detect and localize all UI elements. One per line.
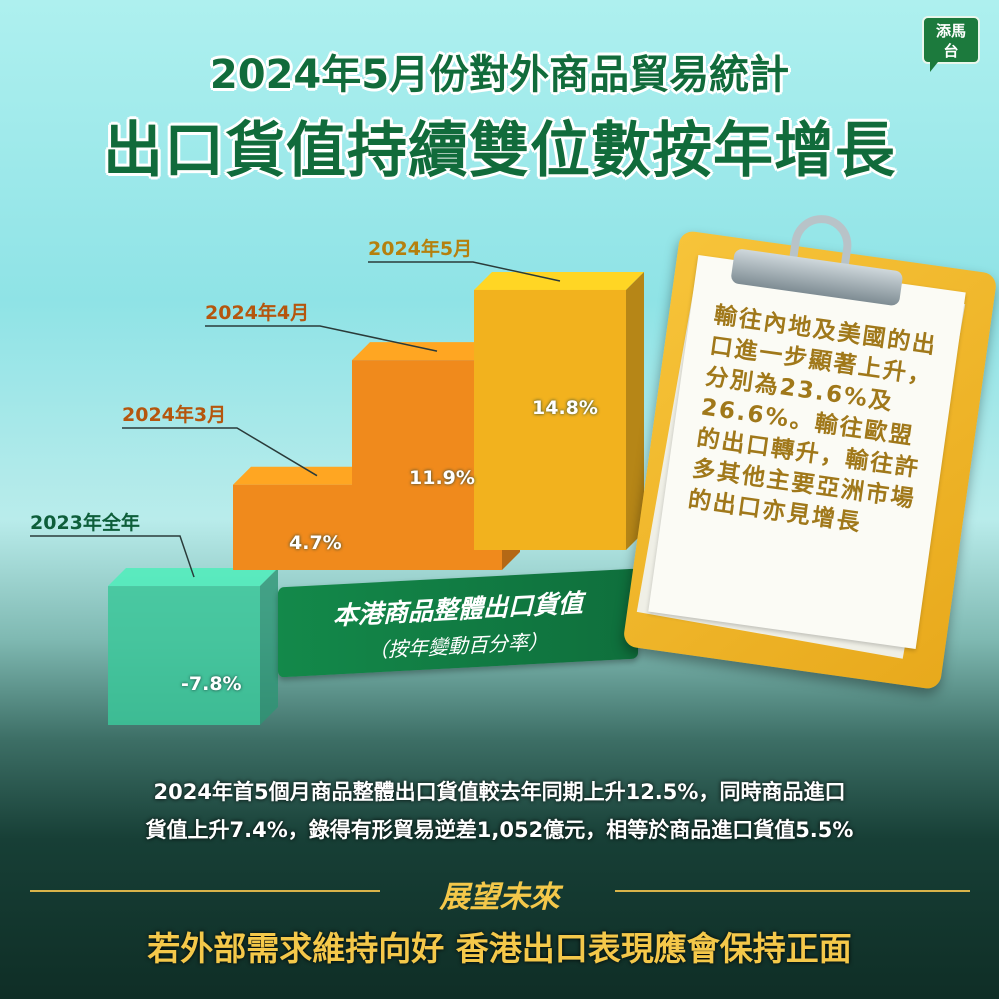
leader-line (122, 427, 318, 477)
leader-line (205, 325, 438, 352)
tamar-talk-logo: 添馬台 (922, 16, 980, 72)
category-label: 2024年3月 (122, 404, 227, 426)
category-label: 2024年4月 (205, 302, 310, 324)
leader-line (368, 261, 561, 282)
outlook-text: 若外部需求維持向好 香港出口表現應會保持正面 (147, 929, 852, 968)
chart-title-banner: 本港商品整體出口貨值 （按年變動百分率） (278, 568, 638, 678)
summary-line-1: 2024年首5個月商品整體出口貨值較去年同期上升12.5%，同時商品進口 (153, 780, 846, 804)
divider-left (30, 890, 380, 892)
category-label: 2024年5月 (368, 238, 473, 260)
page-title: 出口貨值持續雙位數按年增長 (103, 116, 896, 186)
category-label: 2023年全年 (30, 512, 140, 534)
bar-side (260, 568, 278, 725)
value-label: -7.8% (181, 673, 242, 696)
summary-line-2: 貨值上升7.4%，錄得有形貿易逆差1,052億元，相等於商品進口貨值5.5% (145, 818, 854, 842)
page-subtitle: 2024年5月份對外商品貿易統計 (209, 52, 790, 98)
bar (108, 586, 260, 725)
value-label: 4.7% (289, 531, 342, 554)
divider-right (615, 890, 970, 892)
bar-side (626, 271, 644, 550)
value-label: 14.8% (532, 396, 598, 419)
value-label: 11.9% (409, 467, 475, 490)
leader-line (30, 535, 195, 578)
outlook-heading: 展望未來 (439, 880, 560, 915)
bar (474, 289, 626, 550)
clipboard-note: 輸往內地及美國的出口進一步顯著上升，分別為23.6%及26.6%。輸往歐盟的出口… (686, 302, 939, 537)
bar-top (108, 568, 278, 587)
